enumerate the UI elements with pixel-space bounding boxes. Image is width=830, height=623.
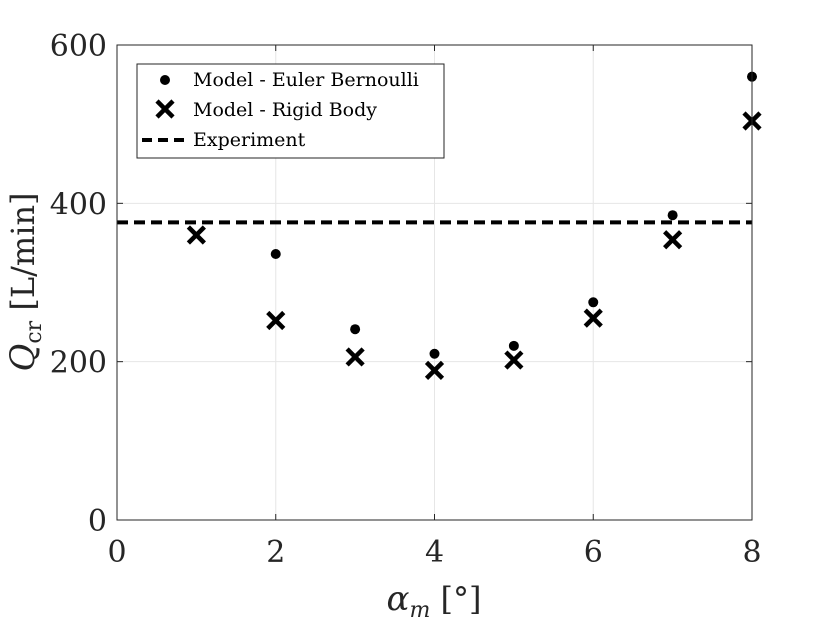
x-axis-label-text: αm [°] — [387, 579, 482, 623]
euler-bernoulli-point — [350, 324, 361, 335]
x-tick-label: 4 — [425, 535, 444, 570]
x-axis-label-sub: m — [409, 598, 430, 623]
model-series — [186, 71, 762, 380]
rigid-body-point — [504, 350, 524, 370]
rigid-body-point — [186, 225, 206, 245]
y-tick-label: 600 — [50, 29, 107, 64]
rigid-body-point — [424, 360, 445, 380]
tick-labels: 0 2 4 6 8 0 200 400 600 — [50, 29, 762, 570]
legend-label-experiment: Experiment — [193, 129, 306, 151]
y-axis-label-unit: [L/min] — [4, 192, 42, 320]
rigid-body-point-stroke — [266, 310, 286, 331]
y-axis-label: Qcr [L/min] — [3, 192, 47, 371]
x-tick-label: 8 — [742, 535, 761, 570]
euler-bernoulli-point — [270, 249, 281, 259]
euler-bernoulli-point — [508, 340, 519, 351]
euler-bernoulli-point — [588, 297, 599, 308]
legend-box — [136, 63, 445, 159]
rigid-body-point — [663, 230, 683, 250]
x-axis-label-unit: [°] — [430, 580, 481, 618]
euler-bernoulli-point — [429, 348, 440, 359]
rigid-body-point-stroke — [424, 360, 445, 380]
y-tick-label: 400 — [50, 187, 107, 222]
tick-marks — [116, 44, 753, 521]
rigid-body-point-stroke — [345, 347, 365, 367]
legend-cross-icon — [155, 99, 175, 119]
legend: Model - Euler Bernoulli Model - Rigid Bo… — [136, 63, 445, 159]
x-tick-label: 6 — [584, 535, 603, 570]
rigid-body-point-stroke — [504, 350, 524, 370]
legend-dot-icon — [160, 75, 170, 85]
x-tick-label: 2 — [266, 535, 285, 570]
rigid-body-point-stroke — [186, 225, 206, 245]
rigid-body-point — [345, 347, 365, 367]
y-axis-label-sub: cr — [22, 320, 47, 343]
y-axis-label-text: Qcr [L/min] — [3, 192, 47, 371]
euler-bernoulli-point — [667, 210, 678, 221]
legend-label-euler-bernoulli: Model - Euler Bernoulli — [193, 69, 419, 91]
x-axis-label-alpha: α — [387, 579, 410, 619]
y-tick-label: 200 — [50, 346, 107, 381]
y-axis-label-q: Q — [3, 344, 43, 372]
rigid-body-point-stroke — [583, 308, 603, 328]
x-tick-label: 0 — [107, 535, 126, 570]
rigid-body-point-stroke — [663, 230, 683, 250]
legend-label-rigid-body: Model - Rigid Body — [193, 99, 377, 121]
rigid-body-point — [583, 308, 603, 328]
y-tick-label: 0 — [88, 504, 107, 539]
x-axis-label: αm [°] — [387, 579, 482, 623]
rigid-body-point — [266, 310, 286, 331]
